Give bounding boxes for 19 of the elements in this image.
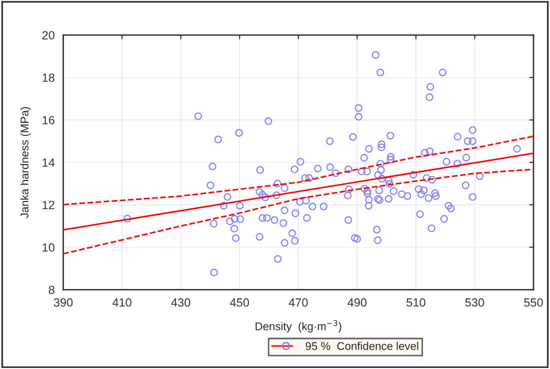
x-tick-label: 450 xyxy=(230,298,249,307)
x-tick-label: 490 xyxy=(348,298,367,307)
y-tick-label: 14 xyxy=(42,158,55,167)
y-tick-label: 16 xyxy=(42,116,54,124)
x-tick-label: 430 xyxy=(171,298,190,307)
y-tick-label: 12 xyxy=(42,200,54,210)
x-tick-label: 390 xyxy=(54,298,73,307)
y-tick-label: 8 xyxy=(48,286,54,294)
y-tick-label: 18 xyxy=(42,74,54,82)
legend-label: 95 % Confidence level xyxy=(306,342,418,350)
x-tick-label: 470 xyxy=(288,298,308,307)
x-tick-label: 410 xyxy=(112,298,132,307)
x-tick-label: 530 xyxy=(465,298,484,307)
y-tick-label: 10 xyxy=(42,243,54,252)
x-tick-label: 510 xyxy=(406,298,426,307)
x-tick-label: 550 xyxy=(524,298,543,307)
y-axis-title: Janka hardness (MPa) xyxy=(20,107,31,218)
x-axis-title: Density (kg·m$^{−3}$) xyxy=(256,320,342,332)
y-tick-label: 20 xyxy=(42,31,54,40)
